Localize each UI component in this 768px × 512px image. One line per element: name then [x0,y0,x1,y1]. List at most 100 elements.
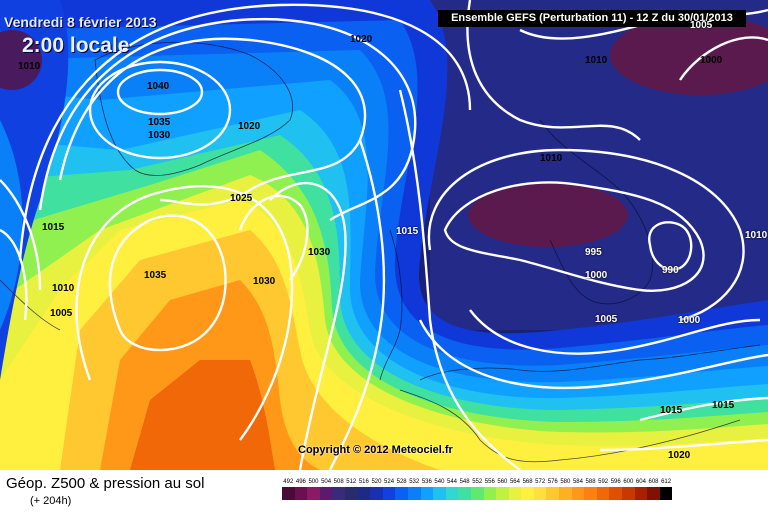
legend-cell: 600 [622,478,635,500]
legend-swatch [407,487,421,500]
legend-value: 516 [358,479,369,485]
ensemble-label: Ensemble GEFS (Perturbation 11) - 12 Z d… [438,10,746,27]
isobar-label: 1005 [50,308,73,319]
map-time-title: 2:00 locale [22,34,130,57]
legend-value: 604 [635,479,646,485]
isobar-label: 1020 [238,121,261,132]
legend-cell: 560 [496,478,509,500]
legend-swatch [420,487,434,500]
footer-title: Géop. Z500 & pression au sol [6,475,205,492]
isobar-label: 1030 [253,276,276,287]
isobar-label: 1035 [144,270,167,281]
legend-value: 592 [598,479,609,485]
isobar-label: 1015 [660,405,683,416]
legend-value: 556 [484,479,495,485]
isobar-label: 1010 [585,55,608,66]
legend-value: 520 [371,479,382,485]
legend-cell: 524 [382,478,396,500]
legend-value: 548 [459,479,470,485]
legend-value: 612 [661,479,672,485]
legend-value: 588 [585,479,596,485]
legend-swatch [294,487,308,500]
legend-swatch [584,487,597,500]
copyright-notice: Copyright © 2012 Meteociel.fr [298,444,453,456]
legend-value: 492 [283,479,294,485]
isobar-label: 1015 [712,400,735,411]
legend-cell: 540 [433,478,446,500]
legend-swatch [647,487,660,500]
legend-cell: 516 [357,478,371,500]
legend-swatch [470,487,484,500]
isobar-label: 1005 [595,314,618,325]
legend-value: 568 [522,479,533,485]
legend-cell: 568 [521,478,534,500]
legend-swatch [634,487,648,500]
legend-cell: 492 [282,478,295,500]
legend-cell: 520 [370,478,383,500]
legend-cell: 564 [508,478,522,500]
legend-value: 524 [384,479,395,485]
legend-swatch [659,487,673,500]
legend-swatch [508,487,522,500]
legend-value: 596 [610,479,621,485]
legend-value: 512 [346,479,357,485]
footer-subtitle: (+ 204h) [30,495,72,507]
isobar-label: 1010 [18,61,41,72]
legend-cell: 548 [458,478,471,500]
legend-value: 580 [560,479,571,485]
legend-value: 584 [572,479,583,485]
weather-map: Vendredi 8 février 2013 2:00 locale Ense… [0,0,768,470]
isobar-label: 1030 [148,130,171,141]
legend-cell: 576 [546,478,560,500]
legend-swatch [332,487,345,500]
isobar-label: 1010 [745,230,768,241]
legend-cell: 608 [647,478,660,500]
legend-swatch [571,487,585,500]
legend-cell: 512 [344,478,358,500]
map-canvas [0,0,768,470]
isobar-label: 1005 [690,20,713,31]
legend-value: 552 [472,479,483,485]
legend-swatch [282,487,295,500]
legend-swatch [622,487,635,500]
legend-value: 576 [547,479,558,485]
legend-swatch [546,487,560,500]
legend-swatch [445,487,459,500]
legend-value: 504 [321,479,332,485]
geopotential-field [0,0,768,470]
legend-cell: 592 [596,478,610,500]
legend-cell: 556 [483,478,497,500]
isobar-label: 1030 [308,247,331,258]
legend-value: 508 [333,479,344,485]
legend-value: 540 [434,479,445,485]
legend-cell: 532 [407,478,421,500]
legend-value: 536 [421,479,432,485]
isobar-label: 1035 [148,117,171,128]
legend-cell: 604 [634,478,648,500]
legend-swatch [496,487,509,500]
legend-cell: 572 [533,478,547,500]
legend-cell: 544 [445,478,459,500]
legend-swatch [521,487,534,500]
legend-value: 496 [295,479,306,485]
isobar-label: 1040 [147,81,170,92]
legend-swatch [307,487,320,500]
legend-cell: 536 [420,478,434,500]
isobar-label: 1010 [540,153,563,164]
legend-value: 500 [308,479,319,485]
isobar-label: 1020 [668,450,691,461]
isobar-label: 1020 [350,34,373,45]
isobar-label: 1015 [396,226,419,237]
legend-swatch [596,487,610,500]
isobar-label: 1000 [678,315,701,326]
legend-swatch [533,487,547,500]
isobar-label: 1000 [700,55,723,66]
legend-swatch [458,487,471,500]
legend-swatch [344,487,358,500]
legend-cell: 508 [332,478,345,500]
legend-cell: 496 [294,478,308,500]
legend-cell: 612 [659,478,673,500]
legend-value: 532 [409,479,420,485]
legend-cell: 596 [609,478,623,500]
legend-swatch [559,487,572,500]
